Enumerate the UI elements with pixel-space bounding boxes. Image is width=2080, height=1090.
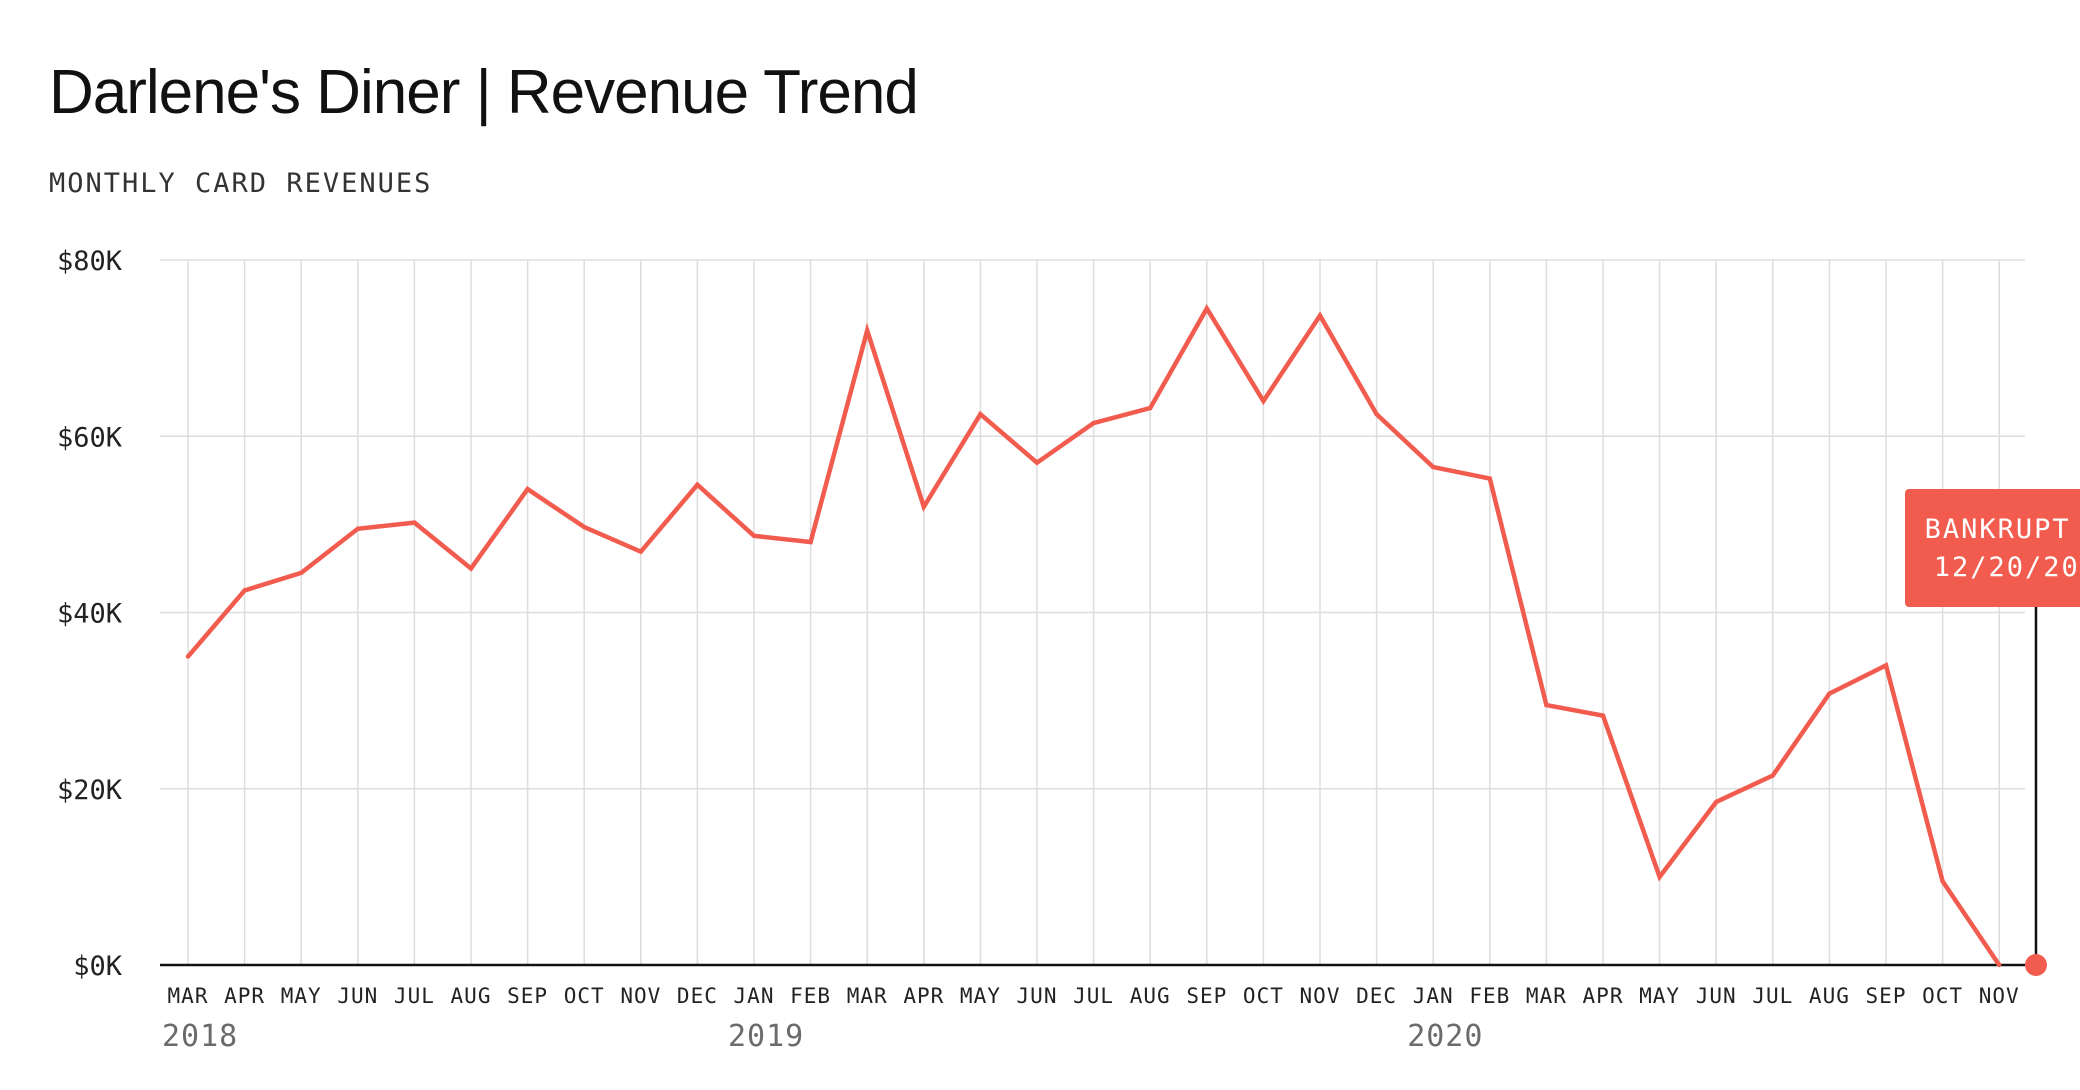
x-tick-label: JUL <box>1752 984 1793 1008</box>
data-point <box>1544 702 1549 708</box>
year-label: 2018 <box>162 1019 238 1054</box>
x-tick-label: APR <box>903 984 944 1008</box>
annotation-layer: BANKRUPT ON 12/20/2020 <box>1904 489 2080 976</box>
x-tick-label: APR <box>1583 984 1624 1008</box>
data-point <box>1770 773 1776 778</box>
chart-subtitle: MONTHLY CARD REVENUES <box>49 168 433 199</box>
x-tick-label: NOV <box>620 984 661 1008</box>
x-tick-label: APR <box>224 984 265 1008</box>
data-point <box>1827 691 1832 696</box>
data-point <box>525 486 530 492</box>
data-point <box>1204 306 1210 311</box>
x-tick-label: SEP <box>1186 984 1227 1008</box>
data-point <box>1261 398 1266 404</box>
data-point <box>1034 460 1040 465</box>
data-point <box>185 654 191 659</box>
data-point <box>1091 420 1096 426</box>
data-point <box>695 482 700 487</box>
data-point <box>978 412 983 417</box>
year-label: 2020 <box>1407 1019 1483 1054</box>
data-point <box>865 328 870 333</box>
x-tick-label: NOV <box>1979 984 2020 1008</box>
x-tick-label: FEB <box>1469 984 1510 1008</box>
bankrupt-callout-text: BANKRUPT ON <box>1925 514 2080 545</box>
x-tick-label: SEP <box>507 984 548 1008</box>
x-axis-ticks: MAR APR MAY JUN JUL AUG SEP OCT NOV DEC JAN FEB MAR A… <box>168 984 2020 1008</box>
data-point <box>1883 663 1889 668</box>
data-point <box>1431 464 1436 470</box>
x-tick-label: JAN <box>1413 984 1454 1008</box>
data-point <box>1374 412 1379 417</box>
data-point <box>1148 405 1153 411</box>
x-tick-label: DEC <box>677 984 718 1008</box>
grid-layer <box>160 259 2025 965</box>
data-point <box>412 520 417 525</box>
x-tick-label: JUN <box>1017 984 1058 1008</box>
y-tick-label: $60K <box>57 422 123 453</box>
data-point <box>921 504 926 509</box>
x-tick-label: OCT <box>1922 984 1963 1008</box>
bankrupt-marker-dot <box>2024 954 2047 976</box>
x-tick-label: JUN <box>337 984 378 1008</box>
data-point <box>808 539 813 545</box>
year-label: 2019 <box>728 1019 804 1054</box>
x-tick-label: AUG <box>1130 984 1171 1008</box>
year-labels: 2018 2019 2020 <box>162 1019 1483 1054</box>
x-tick-label: SEP <box>1866 984 1907 1008</box>
data-point <box>242 588 247 593</box>
series-layer <box>185 304 2002 968</box>
data-point <box>299 570 304 576</box>
data-point <box>751 533 757 539</box>
data-point <box>1714 799 1719 805</box>
y-tick-label: $0K <box>73 951 123 982</box>
data-point <box>1940 879 1945 884</box>
x-tick-label: MAR <box>168 984 209 1008</box>
x-tick-label: FEB <box>790 984 831 1008</box>
data-point <box>638 549 643 554</box>
x-tick-label: JUL <box>394 984 435 1008</box>
x-tick-label: MAY <box>281 984 322 1008</box>
data-point <box>582 524 587 530</box>
y-axis-ticks: $0K $20K $40K $60K $80K <box>57 246 123 982</box>
y-tick-label: $80K <box>57 246 123 277</box>
data-point <box>1657 874 1662 880</box>
x-tick-label: OCT <box>564 984 605 1008</box>
x-tick-label: MAY <box>960 984 1001 1008</box>
x-tick-label: MAY <box>1639 984 1680 1008</box>
x-tick-label: MAR <box>847 984 888 1008</box>
data-point <box>1600 713 1606 718</box>
x-tick-label: JUL <box>1073 984 1114 1008</box>
x-tick-label: AUG <box>451 984 492 1008</box>
x-tick-label: AUG <box>1809 984 1850 1008</box>
bankrupt-callout-box <box>1904 489 2080 607</box>
y-tick-label: $20K <box>57 775 123 806</box>
x-tick-label: JUN <box>1696 984 1737 1008</box>
data-point <box>468 566 474 571</box>
data-point <box>1487 476 1493 481</box>
x-tick-label: NOV <box>1300 984 1341 1008</box>
y-tick-label: $40K <box>57 599 123 630</box>
data-point <box>1317 313 1323 318</box>
bankrupt-callout-text: 12/20/2020 <box>1934 552 2080 583</box>
x-tick-label: DEC <box>1356 984 1397 1008</box>
data-point <box>355 526 360 531</box>
x-tick-label: MAR <box>1526 984 1567 1008</box>
data-point <box>1997 962 2002 968</box>
x-tick-label: JAN <box>734 984 775 1008</box>
chart-title: Darlene's Diner | Revenue Trend <box>49 58 919 127</box>
x-tick-label: OCT <box>1243 984 1284 1008</box>
